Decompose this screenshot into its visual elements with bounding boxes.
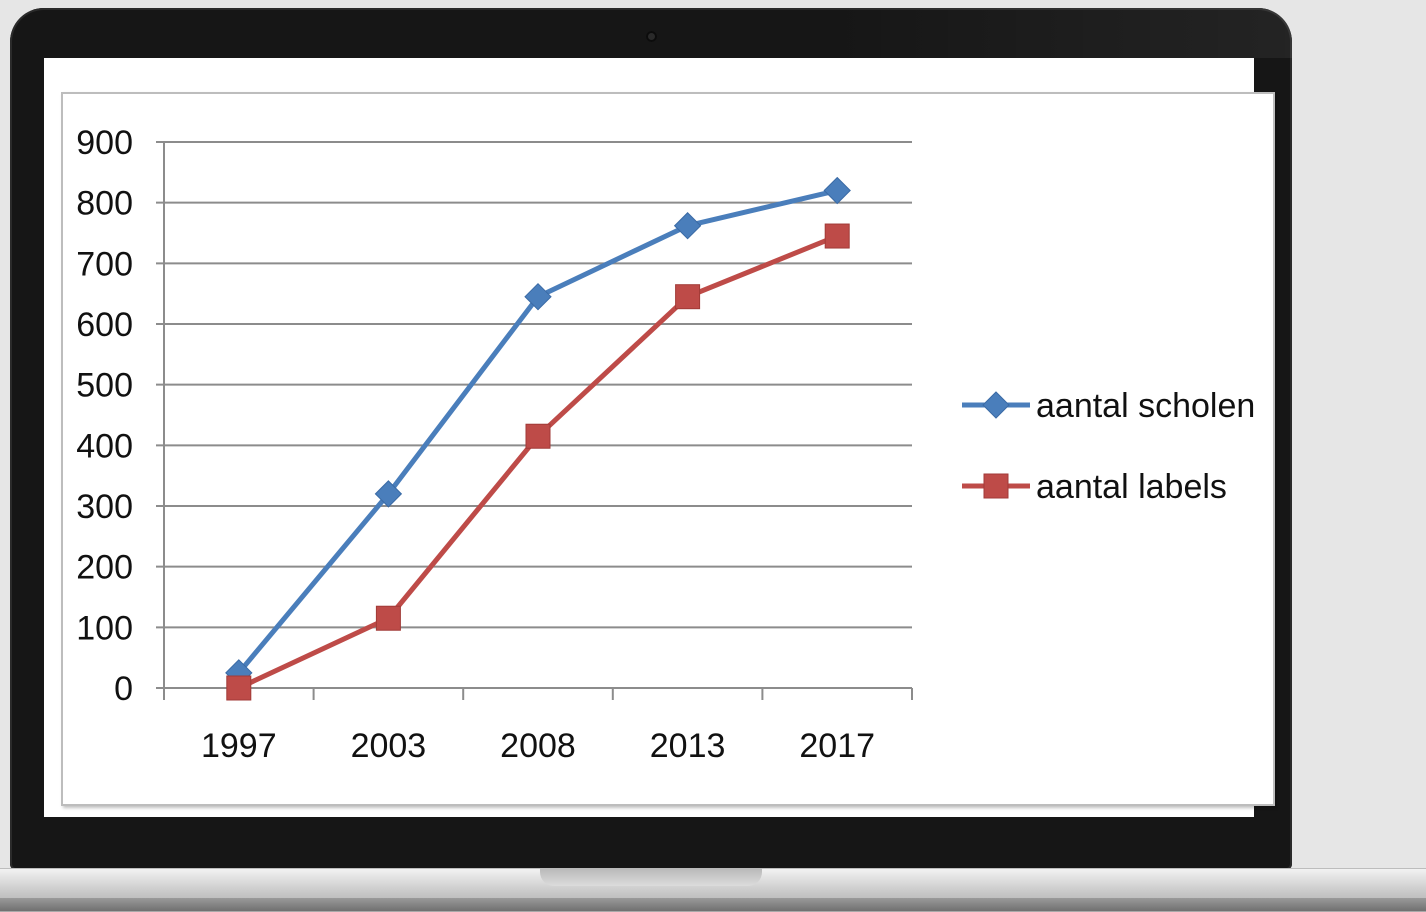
x-tick-label: 2003 <box>351 727 427 765</box>
series <box>225 176 851 701</box>
x-tick-label: 2017 <box>799 727 875 765</box>
y-tick-label: 0 <box>114 670 133 708</box>
laptop-base-foot <box>0 898 1426 911</box>
y-tick-label: 600 <box>76 306 133 344</box>
y-tick-label: 800 <box>76 185 133 223</box>
axes: 0 100 200 300 400 500 600 700 800 900 1997 2003 2008… <box>76 124 913 765</box>
data-point <box>673 212 702 240</box>
data-point <box>823 176 851 205</box>
data-point <box>375 605 401 631</box>
data-point <box>524 282 552 311</box>
legend: aantal scholen aantal labels <box>962 387 1255 506</box>
data-point <box>824 223 850 249</box>
legend-marker <box>983 473 1009 499</box>
y-tick-label: 200 <box>76 549 133 587</box>
data-point <box>525 423 551 449</box>
y-tick-label: 300 <box>76 488 133 526</box>
x-tick-label: 2013 <box>650 727 726 765</box>
data-point <box>374 480 403 508</box>
x-tick-label: 1997 <box>201 727 277 765</box>
y-tick-label: 700 <box>76 245 133 283</box>
y-tick-label: 500 <box>76 367 133 405</box>
gridlines <box>156 141 912 689</box>
y-tick-label: 400 <box>76 427 133 465</box>
y-tick-label: 900 <box>76 124 133 162</box>
camera-icon <box>646 31 657 42</box>
laptop-base-notch <box>540 868 762 886</box>
data-point <box>675 284 701 310</box>
data-point <box>226 675 252 701</box>
lid-glare <box>830 8 1292 58</box>
y-tick-label: 100 <box>76 609 133 647</box>
x-tick-label: 2008 <box>500 727 576 765</box>
legend-label: aantal labels <box>1036 468 1227 506</box>
legend-marker <box>982 391 1010 419</box>
legend-label: aantal scholen <box>1036 387 1255 425</box>
